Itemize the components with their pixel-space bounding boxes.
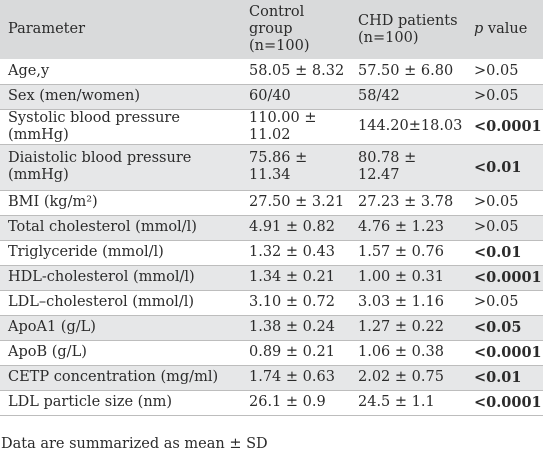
table-row: Total cholesterol (mmol/l) 4.91 ± 0.82 4.7…	[0, 214, 543, 240]
cell-parameter: Systolic blood pressure (mmHg)	[0, 108, 245, 144]
table-row: BMI (kg/m²) 27.50 ± 3.21 27.23 ± 3.78 >0.05	[0, 189, 543, 215]
cell-control: 1.74 ± 0.63	[245, 364, 354, 390]
cell-p-value: <0.0001	[466, 264, 543, 290]
cell-control: 58.05 ± 8.32	[249, 62, 345, 79]
table-row: LDL–cholesterol (mmol/l) 3.10 ± 0.72 3.03 …	[0, 289, 543, 315]
comparison-table: Parameter Control group (n=100) CHD pati…	[0, 0, 543, 416]
cell-chd: 1.27 ± 0.22	[354, 314, 466, 340]
cell-p-value: >0.05	[474, 62, 519, 79]
cell-parameter: LDL particle size (nm)	[0, 389, 245, 416]
header-control-label: Control group	[249, 4, 305, 37]
table-header: Parameter Control group (n=100) CHD pati…	[0, 0, 543, 59]
cell-parameter: LDL–cholesterol (mmol/l)	[0, 289, 245, 315]
cell-chd: 1.06 ± 0.38	[354, 339, 466, 365]
cell-chd: 27.23 ± 3.78	[354, 189, 466, 215]
header-row: Parameter Control group (n=100) CHD pati…	[0, 0, 543, 59]
cell-chd: 1.57 ± 0.76	[354, 239, 466, 265]
cell-parameter: Triglyceride (mmol/l)	[0, 239, 245, 265]
cell-parameter: ApoA1 (g/L)	[0, 314, 245, 340]
cell-control: 1.38 ± 0.24	[245, 314, 354, 340]
cell-parameter: Total cholesterol (mmol/l)	[0, 214, 245, 240]
cell-parameter: Diaistolic blood pressure (mmHg)	[0, 143, 245, 190]
cell-parameter: HDL-cholesterol (mmol/l)	[0, 264, 245, 290]
cell-parameter: CETP concentration (mg/ml)	[0, 364, 245, 390]
header-control-group: Control group (n=100)	[245, 0, 354, 59]
table-row: Diaistolic blood pressure (mmHg) 75.86 ± …	[0, 143, 543, 190]
cell-p-value: >0.05	[466, 289, 543, 315]
cell-chd: 80.78 ± 12.47	[354, 143, 466, 190]
cell-chd: 58/42	[354, 83, 466, 109]
header-p-value: p value	[466, 0, 543, 59]
table-body: Age,y 58.05 ± 8.32 57.50 ± 6.80 >0.05 Sex (m…	[0, 59, 543, 416]
cell-chd: 3.03 ± 1.16	[354, 289, 466, 315]
table-row: LDL particle size (nm) 26.1 ± 0.9 24.5 ± 1…	[0, 389, 543, 416]
cell-p-value: <0.05	[466, 314, 543, 340]
cell-parameter: ApoB (g/L)	[0, 339, 245, 365]
table-row: CETP concentration (mg/ml) 1.74 ± 0.63 2.0…	[0, 364, 543, 390]
cell-p-value: >0.05	[466, 214, 543, 240]
table-row: ApoA1 (g/L) 1.38 ± 0.24 1.27 ± 0.22 <0.05	[0, 314, 543, 340]
cell-control: 110.00 ± 11.02	[245, 108, 354, 144]
cell-p-value: <0.0001	[466, 108, 543, 144]
cell-p-value: <0.01	[466, 364, 543, 390]
data-table-container: Parameter Control group (n=100) CHD pati…	[0, 0, 543, 416]
cell-control: 3.10 ± 0.72	[245, 289, 354, 315]
table-row: Sex (men/women) 60/40 58/42 >0.05	[0, 83, 543, 109]
cell-p-value: >0.05	[466, 83, 543, 109]
cell-chd: 144.20±18.03	[354, 108, 466, 144]
cell-chd: 4.76 ± 1.23	[354, 214, 466, 240]
cell-control: 60/40	[245, 83, 354, 109]
cell-parameter: Sex (men/women)	[0, 83, 245, 109]
header-chd-patients: CHD patients (n=100)	[354, 0, 466, 59]
cell-p-value: <0.0001	[466, 339, 543, 365]
table-row: Systolic blood pressure (mmHg) 110.00 ± 1…	[0, 108, 543, 144]
cell-control: 75.86 ± 11.34	[245, 143, 354, 190]
cell-chd: 2.02 ± 0.75	[354, 364, 466, 390]
table-row: Age,y 58.05 ± 8.32 57.50 ± 6.80 >0.05	[0, 59, 543, 84]
cell-chd: 1.00 ± 0.31	[354, 264, 466, 290]
table-row: ApoB (g/L) 0.89 ± 0.21 1.06 ± 0.38 <0.0001	[0, 339, 543, 365]
cell-chd: 57.50 ± 6.80	[358, 62, 454, 79]
header-chd-n: (n=100)	[358, 29, 419, 46]
header-chd-label: CHD patients	[358, 12, 458, 29]
cell-parameter: Age,y	[8, 62, 50, 79]
cell-control: 4.91 ± 0.82	[245, 214, 354, 240]
cell-p-value: <0.0001	[466, 389, 543, 416]
table-row: HDL-cholesterol (mmol/l) 1.34 ± 0.21 1.00 …	[0, 264, 543, 290]
header-p-italic: p	[474, 21, 484, 37]
cell-control: 27.50 ± 3.21	[245, 189, 354, 215]
table-row: Triglyceride (mmol/l) 1.32 ± 0.43 1.57 ± 0…	[0, 239, 543, 265]
header-p-rest: value	[483, 21, 528, 37]
table-footnote: Data are summarized as mean ± SD	[1, 436, 268, 452]
header-control-n: (n=100)	[249, 38, 310, 54]
cell-p-value: <0.01	[466, 143, 543, 190]
cell-parameter: BMI (kg/m²)	[0, 189, 245, 215]
cell-control: 1.32 ± 0.43	[245, 239, 354, 265]
cell-control: 0.89 ± 0.21	[245, 339, 354, 365]
cell-p-value: >0.05	[466, 189, 543, 215]
cell-chd: 24.5 ± 1.1	[354, 389, 466, 416]
cell-control: 1.34 ± 0.21	[245, 264, 354, 290]
cell-control: 26.1 ± 0.9	[245, 389, 354, 416]
header-parameter: Parameter	[8, 21, 85, 37]
cell-p-value: <0.01	[466, 239, 543, 265]
